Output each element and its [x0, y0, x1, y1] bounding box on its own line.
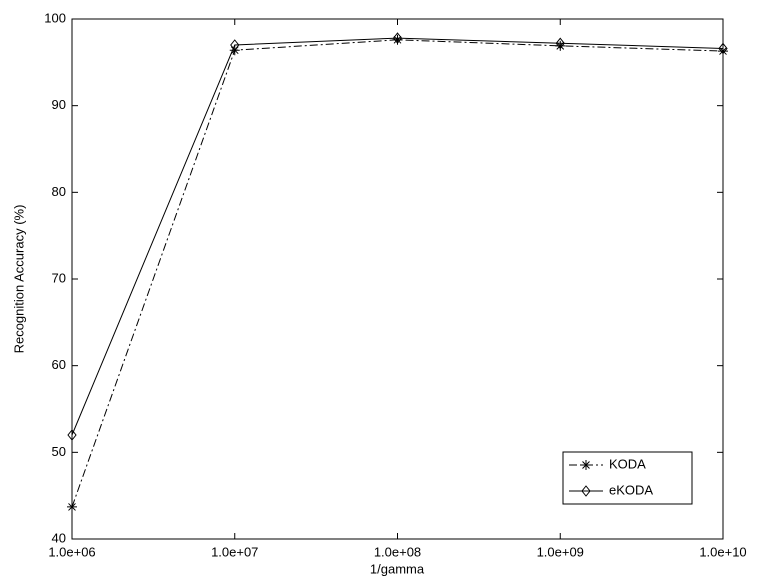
marker	[718, 42, 728, 55]
marker	[230, 39, 240, 51]
series-line	[71, 39, 724, 508]
x-tick-label: 1.0e+06	[48, 544, 95, 559]
marker	[718, 46, 728, 57]
legend-marker	[581, 485, 591, 497]
x-tick-label: 1.0e+09	[537, 544, 584, 559]
y-tick-label: 50	[52, 444, 66, 459]
x-tick-label: 1.0e+07	[211, 544, 258, 559]
y-tick-label: 40	[52, 530, 66, 545]
legend-box	[562, 451, 693, 505]
legend-marker	[581, 460, 591, 470]
y-axis-label: Recognition Accuracy (%)	[11, 205, 26, 354]
marker	[555, 40, 566, 51]
y-tick-label: 80	[52, 184, 66, 199]
y-tick-label: 70	[52, 270, 66, 285]
legend-label: eKODA	[609, 482, 653, 497]
x-tick-label: 1.0e+10	[699, 544, 746, 559]
x-axis-label: 1/gamma	[370, 561, 425, 576]
x-tick-label: 1.0e+08	[374, 544, 421, 559]
series-line	[71, 37, 724, 436]
marker	[392, 34, 403, 45]
marker	[67, 501, 77, 512]
y-tick-label: 90	[52, 97, 66, 112]
marker	[555, 37, 565, 50]
legend-label: KODA	[609, 456, 646, 471]
y-tick-label: 60	[52, 357, 66, 372]
marker	[67, 429, 77, 441]
y-tick-label: 100	[44, 10, 66, 25]
marker	[392, 32, 403, 44]
